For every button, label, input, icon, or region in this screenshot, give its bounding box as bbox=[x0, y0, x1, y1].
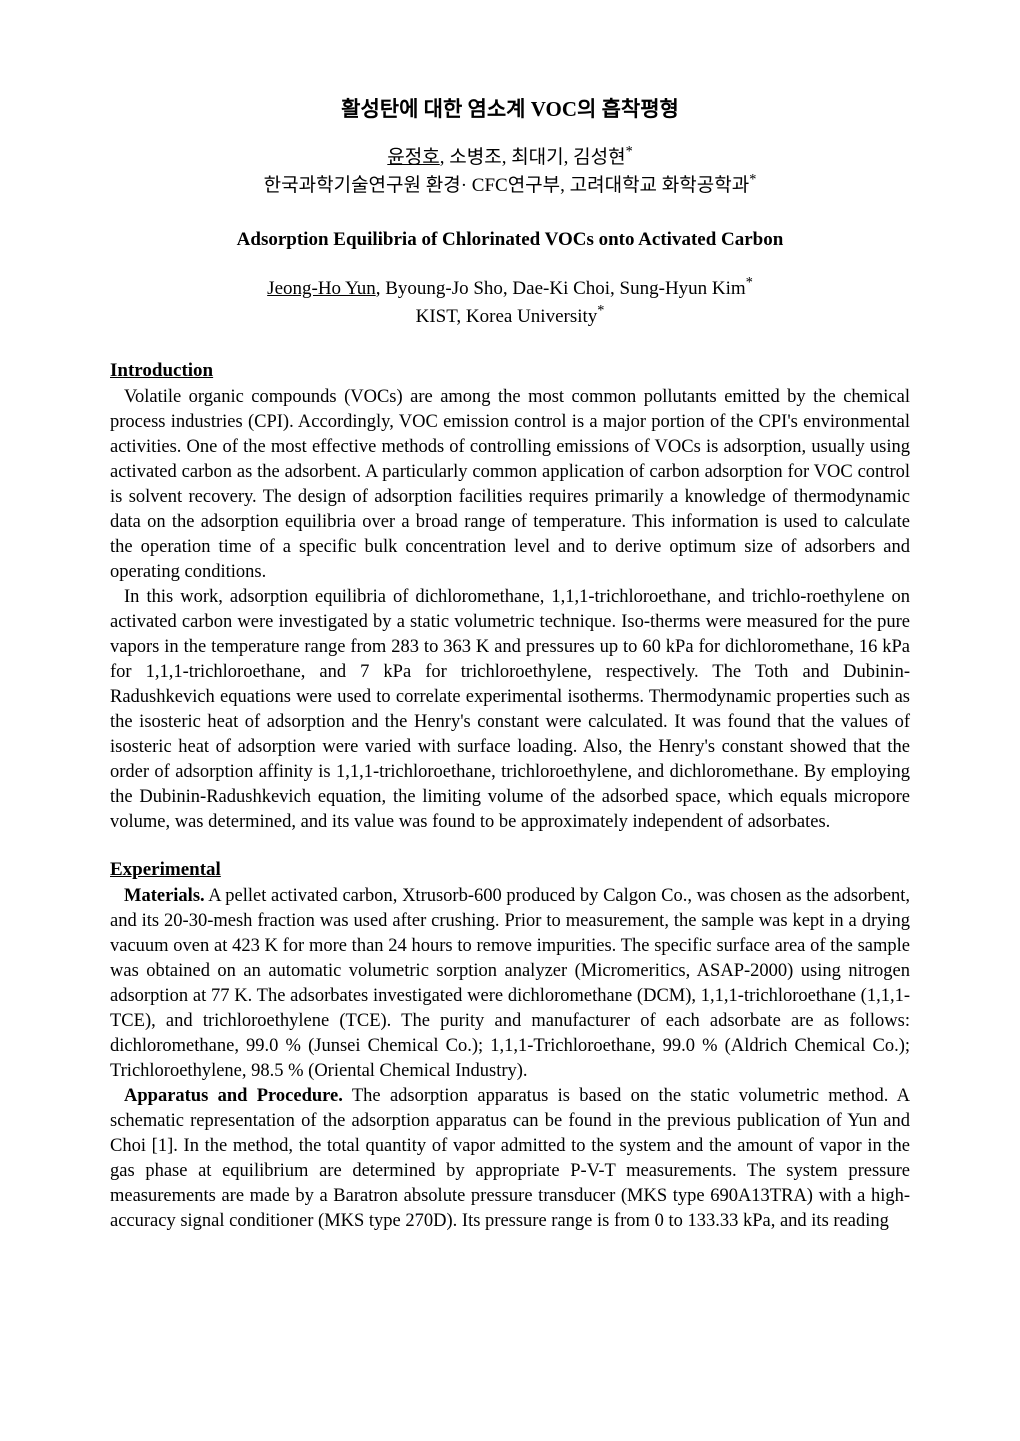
paper-title-korean: 활성탄에 대한 염소계 VOC의 흡착평형 bbox=[110, 95, 910, 123]
section-heading-introduction: Introduction bbox=[110, 358, 910, 384]
authors-rest-english: , Byoung-Jo Sho, Dae-Ki Choi, Sung-Hyun … bbox=[376, 278, 746, 299]
affiliation-text-english: KIST, Korea University bbox=[416, 306, 598, 327]
experimental-paragraph-1: Materials. A pellet activated carbon, Xt… bbox=[110, 884, 910, 1084]
authors-rest-korean: , 소병조, 최대기, 김성현 bbox=[440, 147, 626, 168]
experimental-paragraph-2: Apparatus and Procedure. The adsorption … bbox=[110, 1084, 910, 1234]
section-heading-experimental: Experimental bbox=[110, 857, 910, 883]
affiliation-sup-korean: * bbox=[749, 172, 756, 188]
author-sup-english: * bbox=[746, 275, 753, 291]
authors-korean: 윤정호, 소병조, 최대기, 김성현* bbox=[110, 145, 910, 171]
paper-title-english: Adsorption Equilibria of Chlorinated VOC… bbox=[110, 227, 910, 253]
author-primary-korean: 윤정호 bbox=[387, 147, 439, 168]
affiliation-text-korean: 한국과학기술연구원 환경· CFC연구부, 고려대학교 화학공학과 bbox=[264, 175, 750, 196]
apparatus-runin-heading: Apparatus and Procedure. bbox=[124, 1086, 343, 1106]
affiliation-sup-english: * bbox=[597, 303, 604, 319]
author-sup-korean: * bbox=[626, 144, 633, 160]
materials-text: A pellet activated carbon, Xtrusorb-600 … bbox=[110, 886, 910, 1081]
materials-runin-heading: Materials. bbox=[124, 886, 205, 906]
affiliation-english: KIST, Korea University* bbox=[110, 304, 910, 330]
affiliation-korean: 한국과학기술연구원 환경· CFC연구부, 고려대학교 화학공학과* bbox=[110, 173, 910, 199]
apparatus-text: The adsorption apparatus is based on the… bbox=[110, 1086, 910, 1231]
introduction-paragraph-1: Volatile organic compounds (VOCs) are am… bbox=[110, 385, 910, 585]
introduction-paragraph-2: In this work, adsorption equilibria of d… bbox=[110, 585, 910, 835]
author-primary-english: Jeong-Ho Yun bbox=[267, 278, 376, 299]
authors-english: Jeong-Ho Yun, Byoung-Jo Sho, Dae-Ki Choi… bbox=[110, 276, 910, 302]
